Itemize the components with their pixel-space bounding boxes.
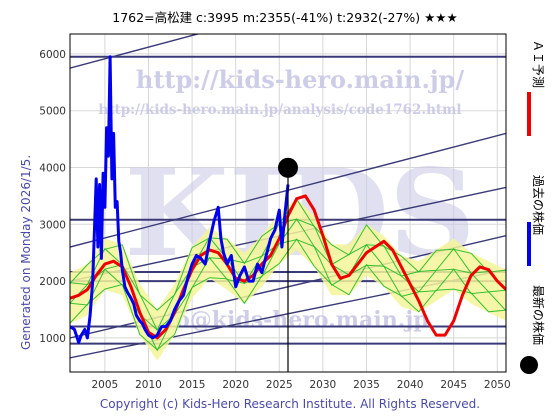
x-tick-2040: 2040 [397,379,424,391]
legend-past-label: 過去の株価 [531,175,546,235]
forecast-band-fill [70,198,506,361]
x-tick-2045: 2045 [440,379,467,391]
x-tick-2035: 2035 [353,379,380,391]
chart-title: 1762=高松建 c:3995 m:2355(-41%) t:2932(-27%… [112,10,457,25]
legend-forecast-swatch [527,92,531,136]
y-tick-6000: 6000 [39,49,66,61]
x-tick-2010: 2010 [135,379,162,391]
legend-latest-dot [520,356,538,374]
current-marker-group [278,157,298,372]
legend: ＡＩ予測 過去の株価 最新の株価 [520,40,546,374]
x-tick-labels: 2005 2010 2015 2020 2025 2030 2035 2040 2045 2050 [92,379,511,391]
legend-latest-label: 最新の株価 [531,285,546,345]
y-tick-3000: 3000 [39,219,66,231]
plot-border [69,33,507,373]
x-tick-2050: 2050 [484,379,511,391]
trend-channel-0 [70,34,201,69]
y-tick-2000: 2000 [39,276,66,288]
x-tick-2020: 2020 [222,379,249,391]
generated-label: Generated on Monday 2026/1/5. [19,155,33,350]
series-past-price [70,55,290,344]
current-price-dot [278,157,298,178]
copyright-footer: Copyright (c) Kids-Hero Research Institu… [100,397,480,411]
watermark-url-main: http://kids-hero.main.jp/ [136,65,464,94]
x-tick-2025: 2025 [266,379,293,391]
legend-forecast-label: ＡＩ予測 [531,40,545,88]
x-tick-2030: 2030 [310,379,337,391]
watermark-url-analysis: http://kids-hero.main.jp/analysis/code17… [98,102,461,118]
y-tick-1000: 1000 [39,333,66,345]
y-tick-4000: 4000 [39,162,66,174]
x-tick-2015: 2015 [179,379,206,391]
x-tick-2005: 2005 [92,379,119,391]
plot-frame [69,33,507,373]
y-tick-5000: 5000 [39,106,66,118]
y-tick-labels: 1000 2000 3000 4000 5000 6000 [39,49,66,345]
legend-past-swatch [527,222,531,266]
watermark-email: info@kids-hero.main.jp [141,307,428,333]
